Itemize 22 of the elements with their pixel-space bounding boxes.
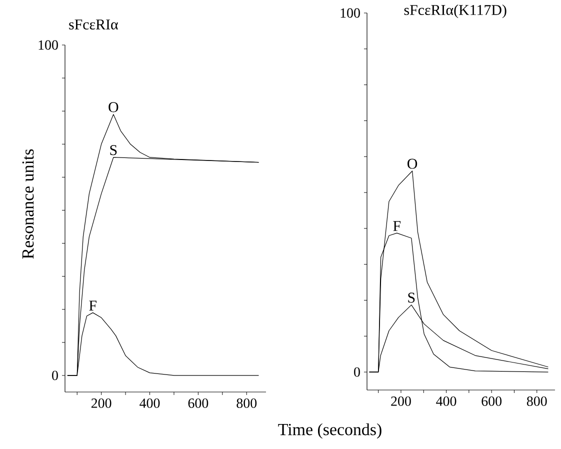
series-label: F xyxy=(89,300,96,310)
y-tick-label: 0 xyxy=(52,370,58,380)
x-tick-label: 600 xyxy=(188,398,208,408)
y-tick-label: 0 xyxy=(354,367,360,377)
x-axis-title: Time (seconds) xyxy=(278,423,382,439)
x-tick-label: 400 xyxy=(140,398,160,408)
y-axis-title: Resonance units xyxy=(22,149,34,259)
x-tick-label: 800 xyxy=(236,398,257,408)
series-label: F xyxy=(393,221,401,231)
x-tick-label: 600 xyxy=(482,396,502,406)
x-tick-label: 200 xyxy=(91,398,112,408)
x-tick-label: 800 xyxy=(526,396,547,406)
series-label: O xyxy=(408,158,418,169)
y-tick-label: 100 xyxy=(38,40,58,50)
chart-title: sFcεRIα xyxy=(69,20,118,30)
chart-title: sFcεRIα(K117D) xyxy=(404,4,506,18)
x-tick-label: 400 xyxy=(436,396,456,406)
y-tick-label: 100 xyxy=(340,8,360,18)
x-tick-label: 200 xyxy=(391,396,411,406)
series-label: S xyxy=(408,292,415,303)
series-label: S xyxy=(110,145,117,156)
series-label: O xyxy=(108,102,118,112)
